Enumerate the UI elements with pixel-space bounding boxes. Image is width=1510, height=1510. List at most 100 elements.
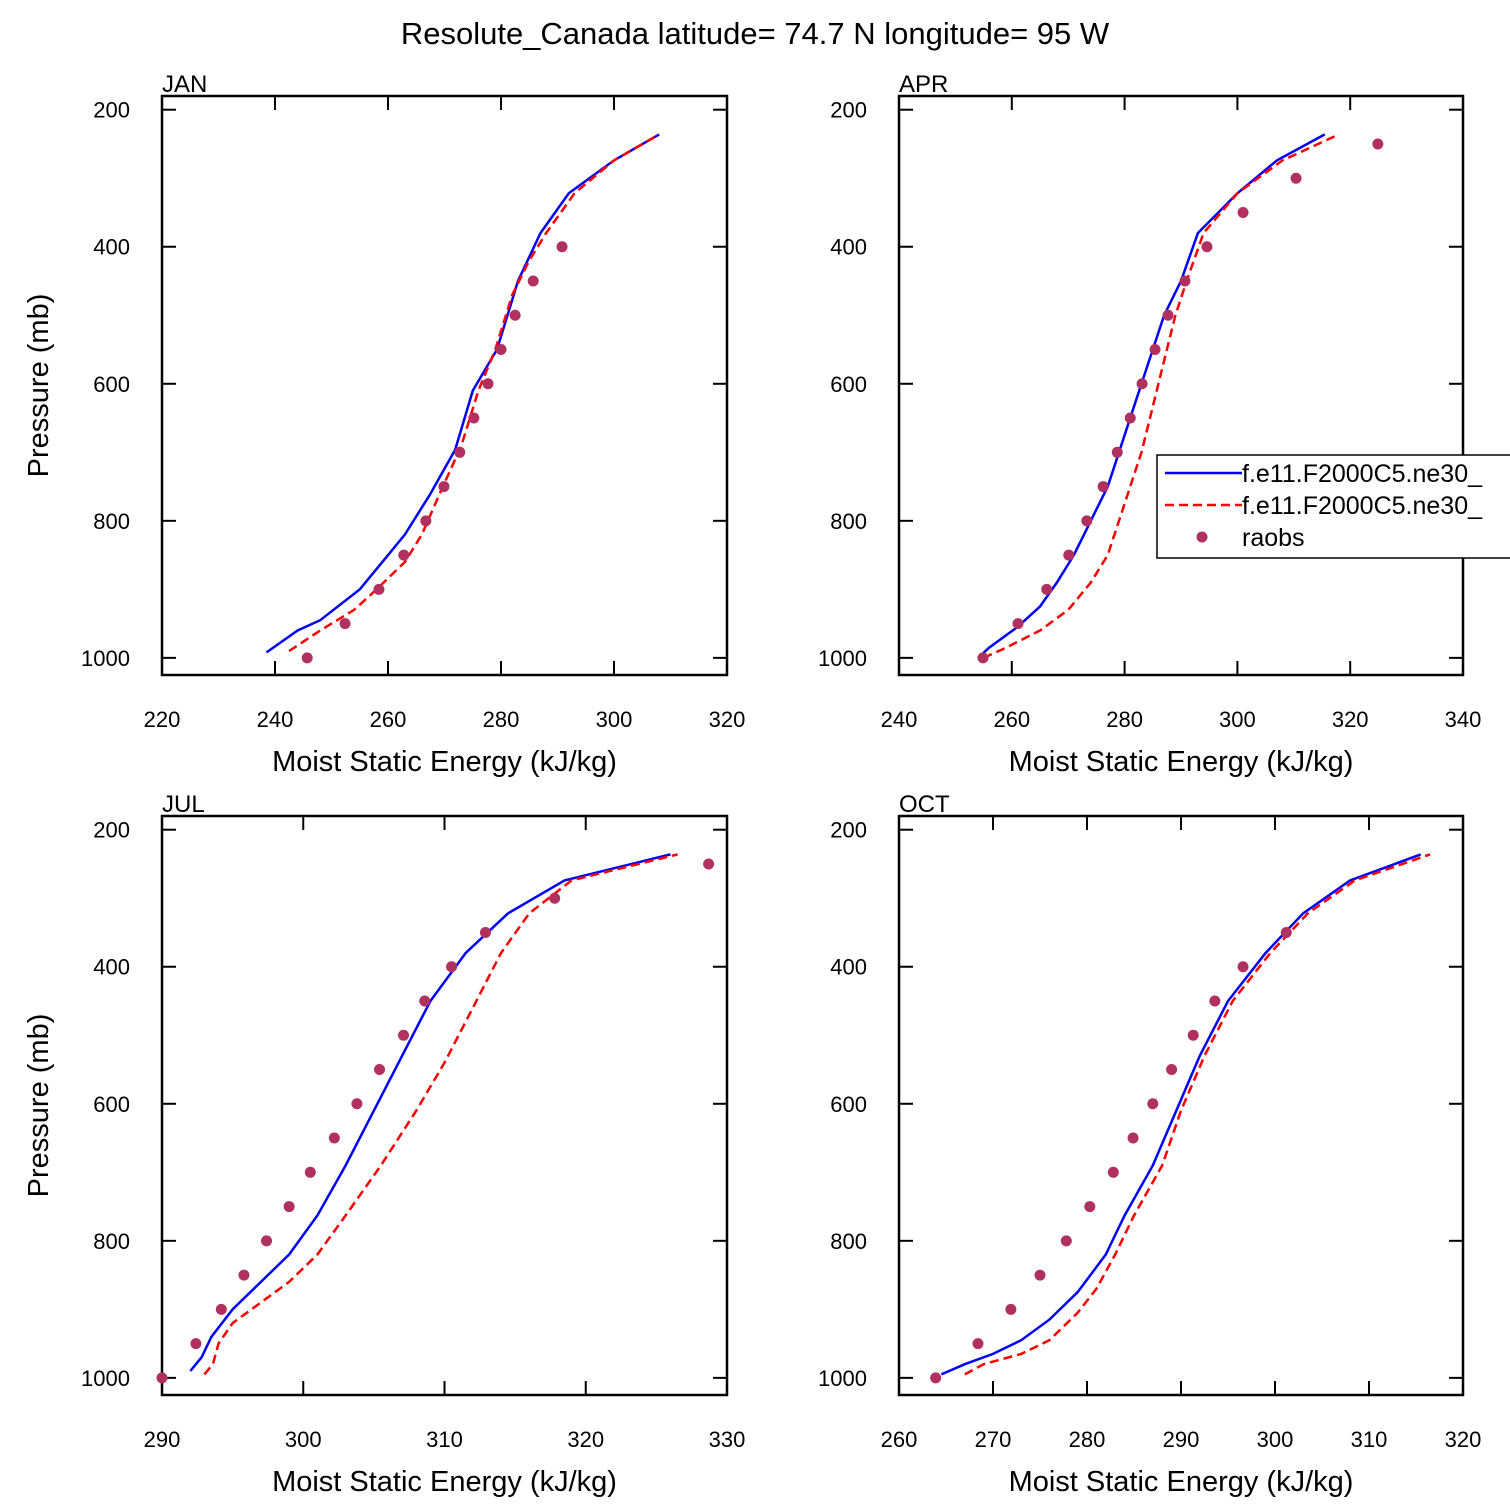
data-point (703, 858, 715, 870)
legend-label: f.e11.F2000C5.ne30_ (1242, 460, 1483, 488)
y-tick-label: 600 (830, 372, 867, 397)
figure-title: Resolute_Canada latitude= 74.7 N longitu… (401, 16, 1110, 51)
data-point (1034, 1269, 1046, 1281)
x-tick-label: 290 (144, 1427, 181, 1452)
y-tick-label: 1000 (81, 646, 130, 671)
panel-title: OCT (899, 791, 950, 818)
data-point (1147, 1098, 1159, 1110)
x-tick-label: 300 (1219, 707, 1256, 732)
x-tick-label: 320 (567, 1427, 604, 1452)
data-point (1201, 241, 1213, 253)
data-point (351, 1098, 363, 1110)
y-tick-label: 200 (830, 818, 867, 843)
data-point (972, 1338, 984, 1350)
y-tick-label: 1000 (81, 1366, 130, 1391)
data-point (1237, 206, 1249, 218)
y-tick-label: 400 (93, 955, 130, 980)
x-tick-label: 320 (1445, 1427, 1482, 1452)
data-point (1005, 1303, 1017, 1315)
data-point (339, 618, 351, 630)
data-point (479, 926, 491, 938)
data-point (420, 515, 432, 527)
data-point (454, 446, 466, 458)
data-line (983, 133, 1340, 660)
x-tick-label: 240 (881, 707, 918, 732)
panel-title: JAN (162, 71, 207, 98)
x-tick-label: 240 (257, 707, 294, 732)
y-axis-label: Pressure (mb) (23, 294, 55, 478)
data-point (482, 378, 494, 390)
x-tick-label: 310 (1351, 1427, 1388, 1452)
data-point (527, 275, 539, 287)
panel: 260 270 280 290 300 310 320 200 400 600 800 1000 OCT… (818, 791, 1481, 1498)
legend-marker (1196, 531, 1208, 543)
data-point (495, 344, 507, 356)
x-tick-label: 300 (1257, 1427, 1294, 1452)
data-point (1237, 961, 1249, 973)
y-tick-label: 600 (830, 1092, 867, 1117)
data-point (156, 1372, 168, 1384)
data-point (374, 1064, 386, 1076)
y-tick-label: 400 (830, 955, 867, 980)
y-tick-label: 200 (830, 98, 867, 123)
panel: 240 260 280 300 320 340 200 400 600 800 1000 APR Moi… (818, 71, 1510, 778)
data-point (301, 652, 313, 664)
data-point (190, 1338, 202, 1350)
data-point (1097, 481, 1109, 493)
data-point (398, 549, 410, 561)
data-point (1111, 446, 1123, 458)
plot-frame (897, 94, 1465, 677)
data-point (1084, 1201, 1096, 1213)
data-point (1166, 1064, 1178, 1076)
data-point (1209, 995, 1221, 1007)
plot-frame (160, 814, 729, 1397)
y-tick-label: 800 (830, 509, 867, 534)
x-axis-label: Moist Static Energy (kJ/kg) (1009, 746, 1354, 778)
data-point (1290, 172, 1302, 184)
data-point (1041, 583, 1053, 595)
x-tick-label: 280 (1106, 707, 1143, 732)
data-point (1179, 275, 1191, 287)
data-point (1187, 1029, 1199, 1041)
x-tick-label: 300 (285, 1427, 322, 1452)
legend-label: f.e11.F2000C5.ne30_ (1242, 492, 1483, 520)
x-tick-label: 260 (370, 707, 407, 732)
data-line (265, 133, 660, 654)
x-axis-label: Moist Static Energy (kJ/kg) (272, 1466, 617, 1498)
data-line (203, 853, 678, 1376)
data-point (468, 412, 480, 424)
x-tick-label: 290 (1163, 1427, 1200, 1452)
y-tick-label: 800 (830, 1229, 867, 1254)
x-tick-label: 280 (483, 707, 520, 732)
data-point (398, 1029, 410, 1041)
data-point (1162, 309, 1174, 321)
x-tick-label: 320 (1332, 707, 1369, 732)
x-axis-label: Moist Static Energy (kJ/kg) (272, 746, 617, 778)
x-tick-label: 330 (709, 1427, 746, 1452)
data-point (1063, 549, 1075, 561)
data-point (1012, 618, 1024, 630)
x-tick-label: 320 (709, 707, 746, 732)
data-point (238, 1269, 250, 1281)
data-line (977, 133, 1326, 659)
y-tick-label: 400 (93, 235, 130, 260)
data-line (189, 853, 671, 1372)
panel: 290 300 310 320 330 200 400 600 800 1000 JUL Moist … (23, 791, 745, 1498)
data-point (304, 1166, 316, 1178)
data-point (556, 241, 568, 253)
y-tick-label: 800 (93, 1229, 130, 1254)
plot-frame (160, 94, 729, 677)
data-point (419, 995, 431, 1007)
data-point (373, 583, 385, 595)
panel-title: APR (899, 71, 948, 98)
x-tick-label: 260 (881, 1427, 918, 1452)
y-tick-label: 800 (93, 509, 130, 534)
x-tick-label: 310 (426, 1427, 463, 1452)
data-point (1081, 515, 1093, 527)
data-point (1107, 1166, 1119, 1178)
data-point (446, 961, 458, 973)
panel-title: JUL (162, 791, 205, 818)
data-point (215, 1303, 227, 1315)
data-point (261, 1235, 273, 1247)
